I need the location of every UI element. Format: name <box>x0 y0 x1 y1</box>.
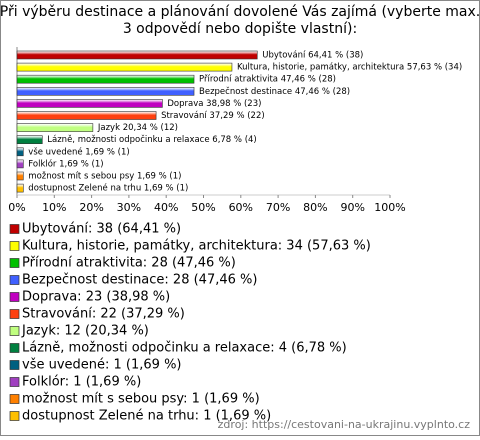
legend-label: Kultura, historie, památky, architektura… <box>22 239 371 254</box>
x-tick-label: 60% <box>229 201 253 214</box>
bar-label: Přírodní atraktivita 47,46 % (28) <box>199 75 336 85</box>
bar-label: možnost mít s sebou psy 1,69 % (1) <box>28 172 181 182</box>
legend-label: Bezpečnost destinace: 28 (47,46 %) <box>22 273 257 288</box>
legend-swatch <box>9 343 20 353</box>
x-tick-label: 20% <box>79 201 103 214</box>
bar-label: Stravování 37,29 % (22) <box>161 111 265 121</box>
legend-swatch <box>9 309 20 319</box>
legend-label: Stravování: 22 (37,29 %) <box>22 307 185 322</box>
legend-swatch <box>9 360 20 370</box>
bar-label: dostupnost Zelené na trhu 1,69 % (1) <box>28 183 188 194</box>
legend-label: dostupnost Zelené na trhu: 1 (1,69 %) <box>22 409 271 424</box>
bar-label: Jazyk 20,34 % (12) <box>97 123 178 133</box>
bar <box>16 111 157 120</box>
bar <box>16 62 233 72</box>
bar <box>16 87 195 96</box>
x-tick-label: 40% <box>154 201 178 214</box>
legend-label: Ubytování: 38 (64,41 %) <box>22 222 181 237</box>
legend-label: možnost mít s sebou psy: 1 (1,69 %) <box>22 392 260 407</box>
legend-label: vše uvedené: 1 (1,69 %) <box>22 358 182 373</box>
x-tick-label: 70% <box>266 201 290 214</box>
chart-title: 3 odpovědí nebo dopište vlastní): <box>123 21 357 37</box>
bar-label: Doprava 38,98 % (23) <box>167 99 261 109</box>
legend-swatch <box>9 241 20 251</box>
bar <box>16 171 24 181</box>
bar <box>16 74 195 84</box>
legend-label: Přírodní atraktivita: 28 (47,46 %) <box>22 256 236 271</box>
bar <box>16 123 94 132</box>
bar-label: Bezpečnost destinace 47,46 % (28) <box>199 86 350 97</box>
bar-label: Ubytování 64,41 % (38) <box>262 51 363 61</box>
legend-label: Folklór: 1 (1,69 %) <box>22 375 141 390</box>
bar <box>16 147 24 157</box>
bar-label: vše uvedené 1,69 % (1) <box>28 146 129 157</box>
legend-swatch <box>9 326 20 336</box>
bar-label: Kultura, historie, památky, architektura… <box>237 63 462 73</box>
bar <box>16 99 163 108</box>
x-tick-label: 80% <box>303 201 327 214</box>
legend-label: Lázně, možnosti odpočinku a relaxace: 4 … <box>22 341 347 356</box>
bar-label: Folklór 1,69 % (1) <box>28 158 103 169</box>
x-tick-label: 0% <box>8 201 25 214</box>
legend-label: Jazyk: 12 (20,34 %) <box>21 324 149 339</box>
bar <box>16 50 258 60</box>
source: zdroj: https://cestovani-na-ukrajinu.vyp… <box>218 418 471 431</box>
bar <box>16 159 24 169</box>
legend-swatch <box>9 224 20 234</box>
bar-label: Lázně, možnosti odpočinku a relaxace 6,7… <box>47 134 256 145</box>
legend-swatch <box>9 258 20 268</box>
legend-swatch <box>9 377 20 387</box>
legend-swatch <box>9 292 20 302</box>
chart-title: Při výběru destinace a plánování dovolen… <box>0 4 480 20</box>
bar <box>16 183 24 193</box>
legend-swatch <box>9 394 20 404</box>
x-tick-label: 50% <box>191 201 215 214</box>
x-tick-label: 100% <box>374 201 405 214</box>
legend-label: Doprava: 23 (38,98 %) <box>22 290 170 305</box>
bar <box>16 135 43 144</box>
x-tick-label: 90% <box>340 201 364 214</box>
x-tick-label: 10% <box>42 201 66 214</box>
legend-swatch <box>9 411 20 421</box>
legend-swatch <box>9 275 20 285</box>
x-tick-label: 30% <box>117 201 141 214</box>
